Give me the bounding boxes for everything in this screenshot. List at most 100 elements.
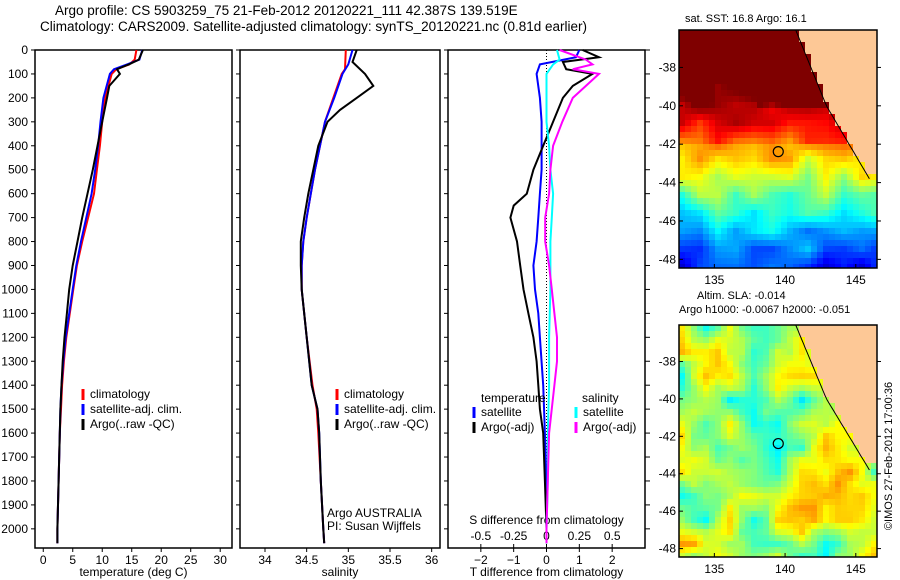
map-cell — [787, 397, 793, 403]
map-cell — [787, 174, 793, 180]
map-cell — [691, 36, 697, 42]
map-cell — [817, 228, 823, 234]
map-cell — [835, 54, 841, 60]
map-cell — [721, 379, 727, 385]
argo-float-marker — [772, 437, 784, 450]
map-cell — [793, 445, 799, 451]
map-cell — [727, 90, 733, 96]
map-cell — [787, 258, 793, 264]
map-cell — [841, 102, 847, 108]
map-cell — [799, 427, 805, 433]
map-cell — [733, 168, 739, 174]
map-cell — [763, 144, 769, 150]
map-cell — [685, 517, 691, 523]
map-cell — [799, 475, 805, 481]
map-cell — [685, 222, 691, 228]
map-cell — [775, 355, 781, 361]
map-cell — [721, 144, 727, 150]
map-cell — [835, 84, 841, 90]
map-cell — [799, 108, 805, 114]
map-cell — [823, 427, 829, 433]
map-cell — [841, 144, 847, 150]
map-cell — [745, 54, 751, 60]
map-cell — [751, 421, 757, 427]
map-cell — [829, 481, 835, 487]
map-cell — [757, 144, 763, 150]
map-cell — [703, 120, 709, 126]
map-cell — [691, 246, 697, 252]
map-cell — [757, 234, 763, 240]
map-cell — [823, 547, 829, 553]
map-cell — [745, 427, 751, 433]
map-cell — [871, 361, 877, 367]
map-cell — [865, 60, 871, 66]
map-cell — [859, 258, 865, 264]
map-cell — [865, 156, 871, 162]
sla-map-frame — [678, 324, 878, 558]
map-cell — [835, 96, 841, 102]
map-cell — [841, 108, 847, 114]
map-cell — [697, 174, 703, 180]
map-cell — [721, 36, 727, 42]
map-cell — [691, 331, 697, 337]
map-cell — [811, 54, 817, 60]
map-cell — [859, 445, 865, 451]
map-cell — [751, 331, 757, 337]
map-cell — [763, 529, 769, 535]
map-cell — [853, 102, 859, 108]
map-cell — [697, 475, 703, 481]
map-cell — [691, 186, 697, 192]
map-cell — [745, 156, 751, 162]
map-cell — [799, 246, 805, 252]
map-cell — [709, 60, 715, 66]
map-cell — [835, 355, 841, 361]
map-cell — [739, 120, 745, 126]
map-cell — [871, 228, 877, 234]
map-cell — [793, 487, 799, 493]
map-cell — [841, 240, 847, 246]
map-cell — [787, 210, 793, 216]
map-cell — [805, 529, 811, 535]
map-cell — [817, 523, 823, 529]
map-cell — [697, 409, 703, 415]
map-cell — [787, 240, 793, 246]
map-cell — [727, 180, 733, 186]
map-cell — [793, 258, 799, 264]
map-cell — [745, 96, 751, 102]
map-cell — [859, 337, 865, 343]
x-tick-label: 30 — [214, 553, 228, 567]
map-cell — [799, 391, 805, 397]
map-cell — [679, 409, 685, 415]
map-cell — [691, 150, 697, 156]
map-cell — [811, 198, 817, 204]
map-cell — [751, 505, 757, 511]
map-cell — [757, 180, 763, 186]
map-cell — [709, 541, 715, 547]
map-cell — [775, 463, 781, 469]
map-cell — [751, 132, 757, 138]
map-cell — [847, 349, 853, 355]
map-cell — [709, 331, 715, 337]
map-cell — [793, 48, 799, 54]
map-cell — [787, 343, 793, 349]
map-cell — [859, 475, 865, 481]
map-cell — [817, 403, 823, 409]
annotation-text: PI: Susan Wijffels — [327, 519, 421, 533]
map-cell — [757, 96, 763, 102]
map-cell — [757, 54, 763, 60]
map-cell — [835, 66, 841, 72]
map-cell — [691, 96, 697, 102]
map-cell — [859, 240, 865, 246]
map-cell — [703, 240, 709, 246]
map-cell — [871, 132, 877, 138]
map-cell — [775, 451, 781, 457]
map-cell — [835, 475, 841, 481]
map-cell — [715, 337, 721, 343]
map-cell — [847, 54, 853, 60]
map-cell — [709, 156, 715, 162]
map-cell — [721, 331, 727, 337]
map-cell — [793, 174, 799, 180]
map-cell — [721, 174, 727, 180]
map-cell — [841, 379, 847, 385]
map-cell — [871, 535, 877, 541]
